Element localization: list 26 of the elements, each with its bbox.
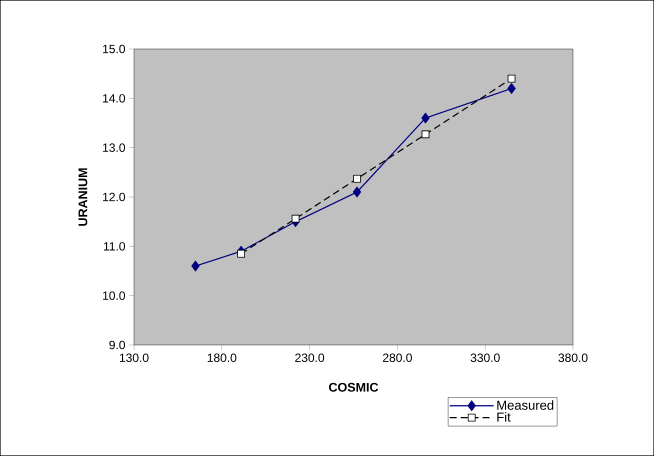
point xyxy=(292,214,300,223)
y-tick-label: 14.0 xyxy=(103,94,126,103)
point xyxy=(237,250,246,258)
x-axis-title: COSMIC xyxy=(329,382,378,392)
y-tick-label: 13.0 xyxy=(103,143,126,152)
y-tick-label: 15.0 xyxy=(103,44,126,54)
legend-label: Fit xyxy=(497,412,511,422)
x-tick-label: 280.0 xyxy=(383,354,412,362)
point xyxy=(422,130,430,138)
legend-label: Measured xyxy=(497,400,554,410)
x-tick-label: 180.0 xyxy=(208,354,236,362)
x-tick-label: 330.0 xyxy=(470,354,500,362)
point xyxy=(508,74,516,82)
x-tick-label: 230.0 xyxy=(295,354,324,362)
y-axis-title: URANIUM xyxy=(78,168,88,226)
y-tick-label: 9.0 xyxy=(109,340,126,350)
point xyxy=(421,112,430,124)
x-tick-label: 130.0 xyxy=(120,354,149,362)
y-tick-label: 11.0 xyxy=(104,242,126,251)
point xyxy=(353,174,361,183)
point xyxy=(352,186,362,198)
y-tick-label: 10.0 xyxy=(103,291,126,300)
y-tick-label: 12.0 xyxy=(103,192,126,202)
point xyxy=(507,83,516,94)
point xyxy=(191,260,200,272)
x-tick-label: 380.0 xyxy=(558,354,588,362)
